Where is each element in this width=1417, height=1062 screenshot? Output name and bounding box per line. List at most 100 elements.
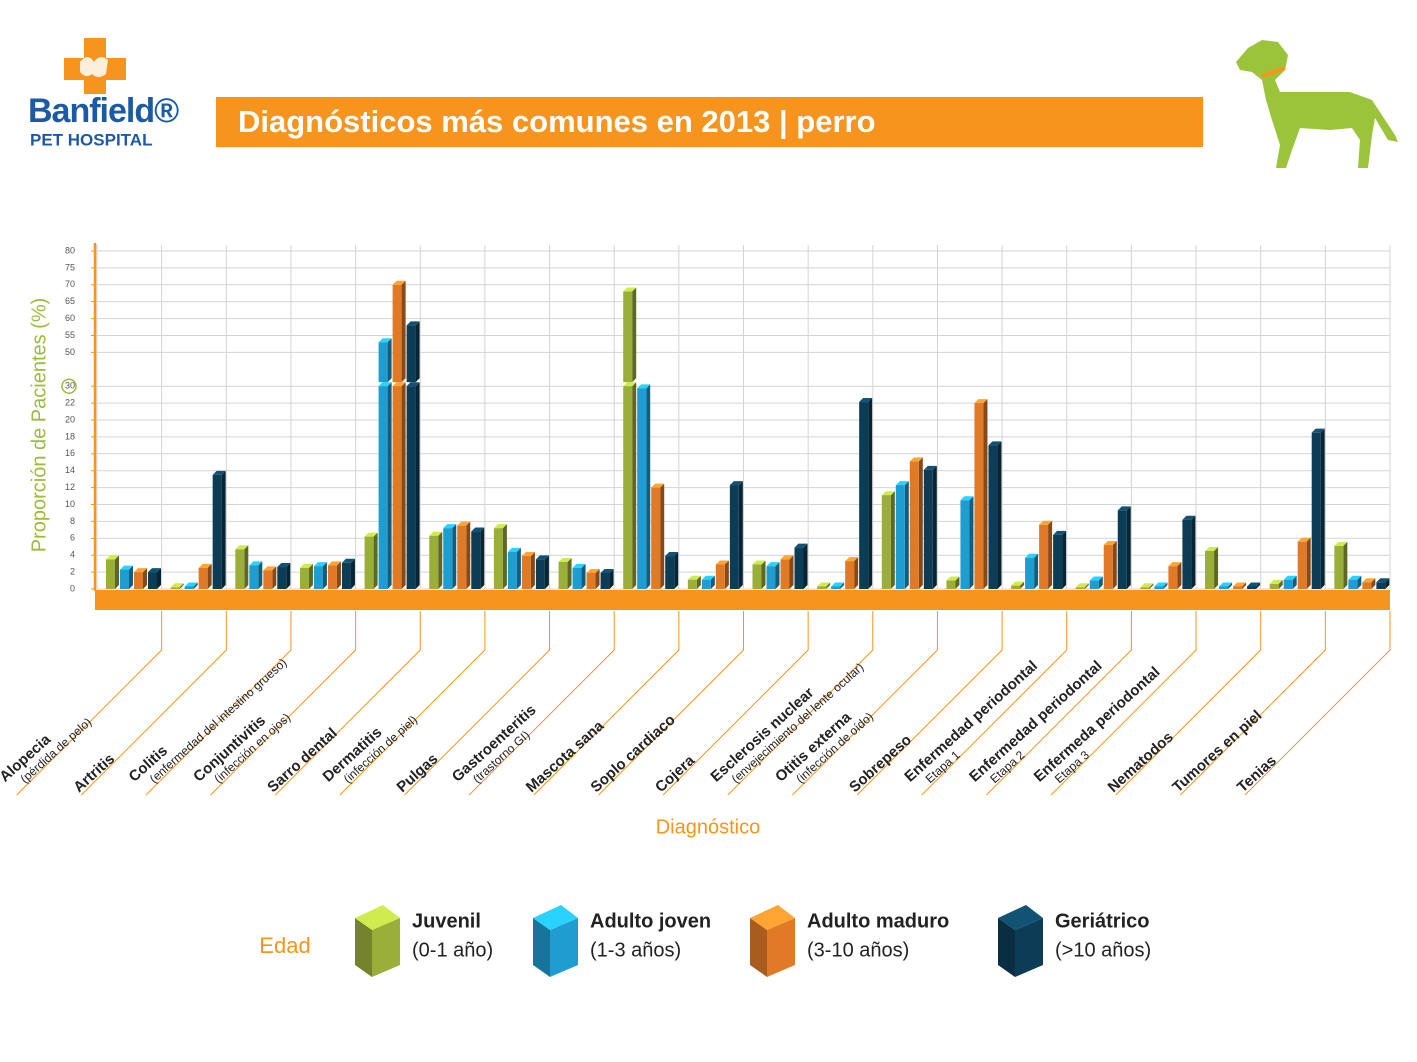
logo-name: Banfield® bbox=[28, 92, 179, 130]
legend-cube-right bbox=[550, 918, 578, 977]
bar bbox=[364, 536, 374, 589]
bar bbox=[392, 386, 402, 589]
bar bbox=[1233, 586, 1243, 589]
bar bbox=[1117, 510, 1127, 589]
bar-side bbox=[502, 524, 507, 589]
bar-top bbox=[1168, 562, 1182, 567]
bar bbox=[235, 549, 245, 589]
bar-side bbox=[632, 382, 637, 589]
bar-side bbox=[1256, 582, 1261, 589]
bar bbox=[1205, 550, 1215, 589]
bar-side bbox=[955, 576, 960, 589]
x-axis-label: Diagnóstico bbox=[656, 816, 761, 838]
y-tick-label: 10 bbox=[65, 499, 75, 509]
bar bbox=[1311, 432, 1321, 589]
bar-top bbox=[960, 496, 974, 501]
bar bbox=[715, 564, 725, 589]
bar bbox=[831, 586, 841, 589]
bar bbox=[1011, 585, 1021, 589]
bar bbox=[299, 567, 309, 589]
bar-top bbox=[1154, 582, 1168, 587]
y-tick-label: 16 bbox=[65, 448, 75, 458]
y-tick-label: 30 bbox=[65, 381, 75, 391]
bar-top bbox=[198, 563, 212, 568]
category-name: Artritis bbox=[70, 750, 118, 796]
bar-side bbox=[1214, 546, 1219, 589]
bar bbox=[623, 291, 633, 383]
bar-side bbox=[1098, 576, 1103, 589]
bar bbox=[651, 487, 661, 589]
bar-side bbox=[1062, 530, 1067, 589]
category-name: Sobrepeso bbox=[846, 731, 915, 796]
label-guide bbox=[210, 611, 357, 796]
bar bbox=[1376, 582, 1386, 589]
y-tick-label: 2 bbox=[70, 566, 75, 576]
bar bbox=[881, 495, 891, 589]
bar-side bbox=[789, 555, 794, 589]
bar-top bbox=[392, 280, 406, 285]
dog-illustration bbox=[1236, 40, 1398, 168]
category-label: Nematodos bbox=[1105, 729, 1177, 796]
label-guide bbox=[986, 611, 1132, 796]
bar-side bbox=[710, 575, 715, 589]
bar-side bbox=[761, 560, 766, 589]
bar-top bbox=[1311, 428, 1325, 433]
bar-top bbox=[429, 531, 443, 536]
bar-side bbox=[387, 382, 392, 589]
bar-top bbox=[313, 562, 327, 567]
bar bbox=[392, 284, 402, 383]
bar-side bbox=[244, 545, 249, 589]
bar-top bbox=[752, 560, 766, 565]
bar-side bbox=[157, 568, 161, 589]
bar bbox=[134, 572, 143, 589]
legend-range: (1-3 años) bbox=[590, 939, 681, 961]
bar-top bbox=[1219, 582, 1233, 587]
bar-top bbox=[715, 560, 729, 565]
bar bbox=[1168, 566, 1178, 589]
bar-top bbox=[106, 555, 119, 560]
bar bbox=[471, 531, 481, 589]
legend-cube-right bbox=[767, 918, 795, 977]
bar-side bbox=[868, 398, 873, 589]
logo-subtitle: PET HOSPITAL bbox=[30, 130, 152, 149]
bar bbox=[623, 386, 633, 589]
bar-top bbox=[341, 558, 355, 563]
label-guide bbox=[598, 611, 744, 796]
bar-side bbox=[1385, 578, 1390, 589]
label-guide bbox=[856, 611, 1003, 796]
bar-side bbox=[438, 531, 443, 589]
bar-side bbox=[890, 491, 895, 589]
bar-side bbox=[932, 465, 937, 589]
bar bbox=[637, 388, 647, 589]
y-tick-label: 8 bbox=[70, 516, 75, 526]
label-guide bbox=[80, 611, 227, 796]
bar bbox=[148, 572, 157, 589]
bar-side bbox=[415, 382, 420, 589]
label-guide bbox=[792, 611, 938, 796]
bar-side bbox=[1084, 583, 1089, 589]
bar-side bbox=[595, 568, 600, 589]
bar-side bbox=[904, 481, 909, 589]
bar bbox=[378, 342, 388, 383]
bar bbox=[521, 556, 531, 589]
bar-top bbox=[881, 491, 895, 496]
bar bbox=[249, 565, 259, 589]
bar bbox=[960, 500, 970, 589]
bar-top bbox=[665, 552, 679, 557]
bar-top bbox=[558, 557, 572, 562]
dog-silhouette bbox=[1236, 40, 1398, 168]
bar-top bbox=[406, 321, 420, 326]
y-axis-label: Proporción de Pacientes (%) bbox=[28, 298, 50, 553]
bar-top bbox=[1025, 553, 1039, 558]
bar-side bbox=[918, 457, 923, 589]
bar bbox=[1140, 587, 1150, 589]
bar-side bbox=[646, 384, 651, 589]
chart-title: Diagnósticos más comunes en 2013 | perro bbox=[238, 104, 876, 139]
bar-side bbox=[1343, 541, 1348, 589]
bar bbox=[558, 561, 568, 589]
bar-side bbox=[969, 496, 974, 589]
label-guide bbox=[404, 611, 551, 796]
bar-top bbox=[392, 382, 406, 387]
legend-cube-right bbox=[372, 918, 400, 977]
bar-top bbox=[364, 532, 378, 537]
